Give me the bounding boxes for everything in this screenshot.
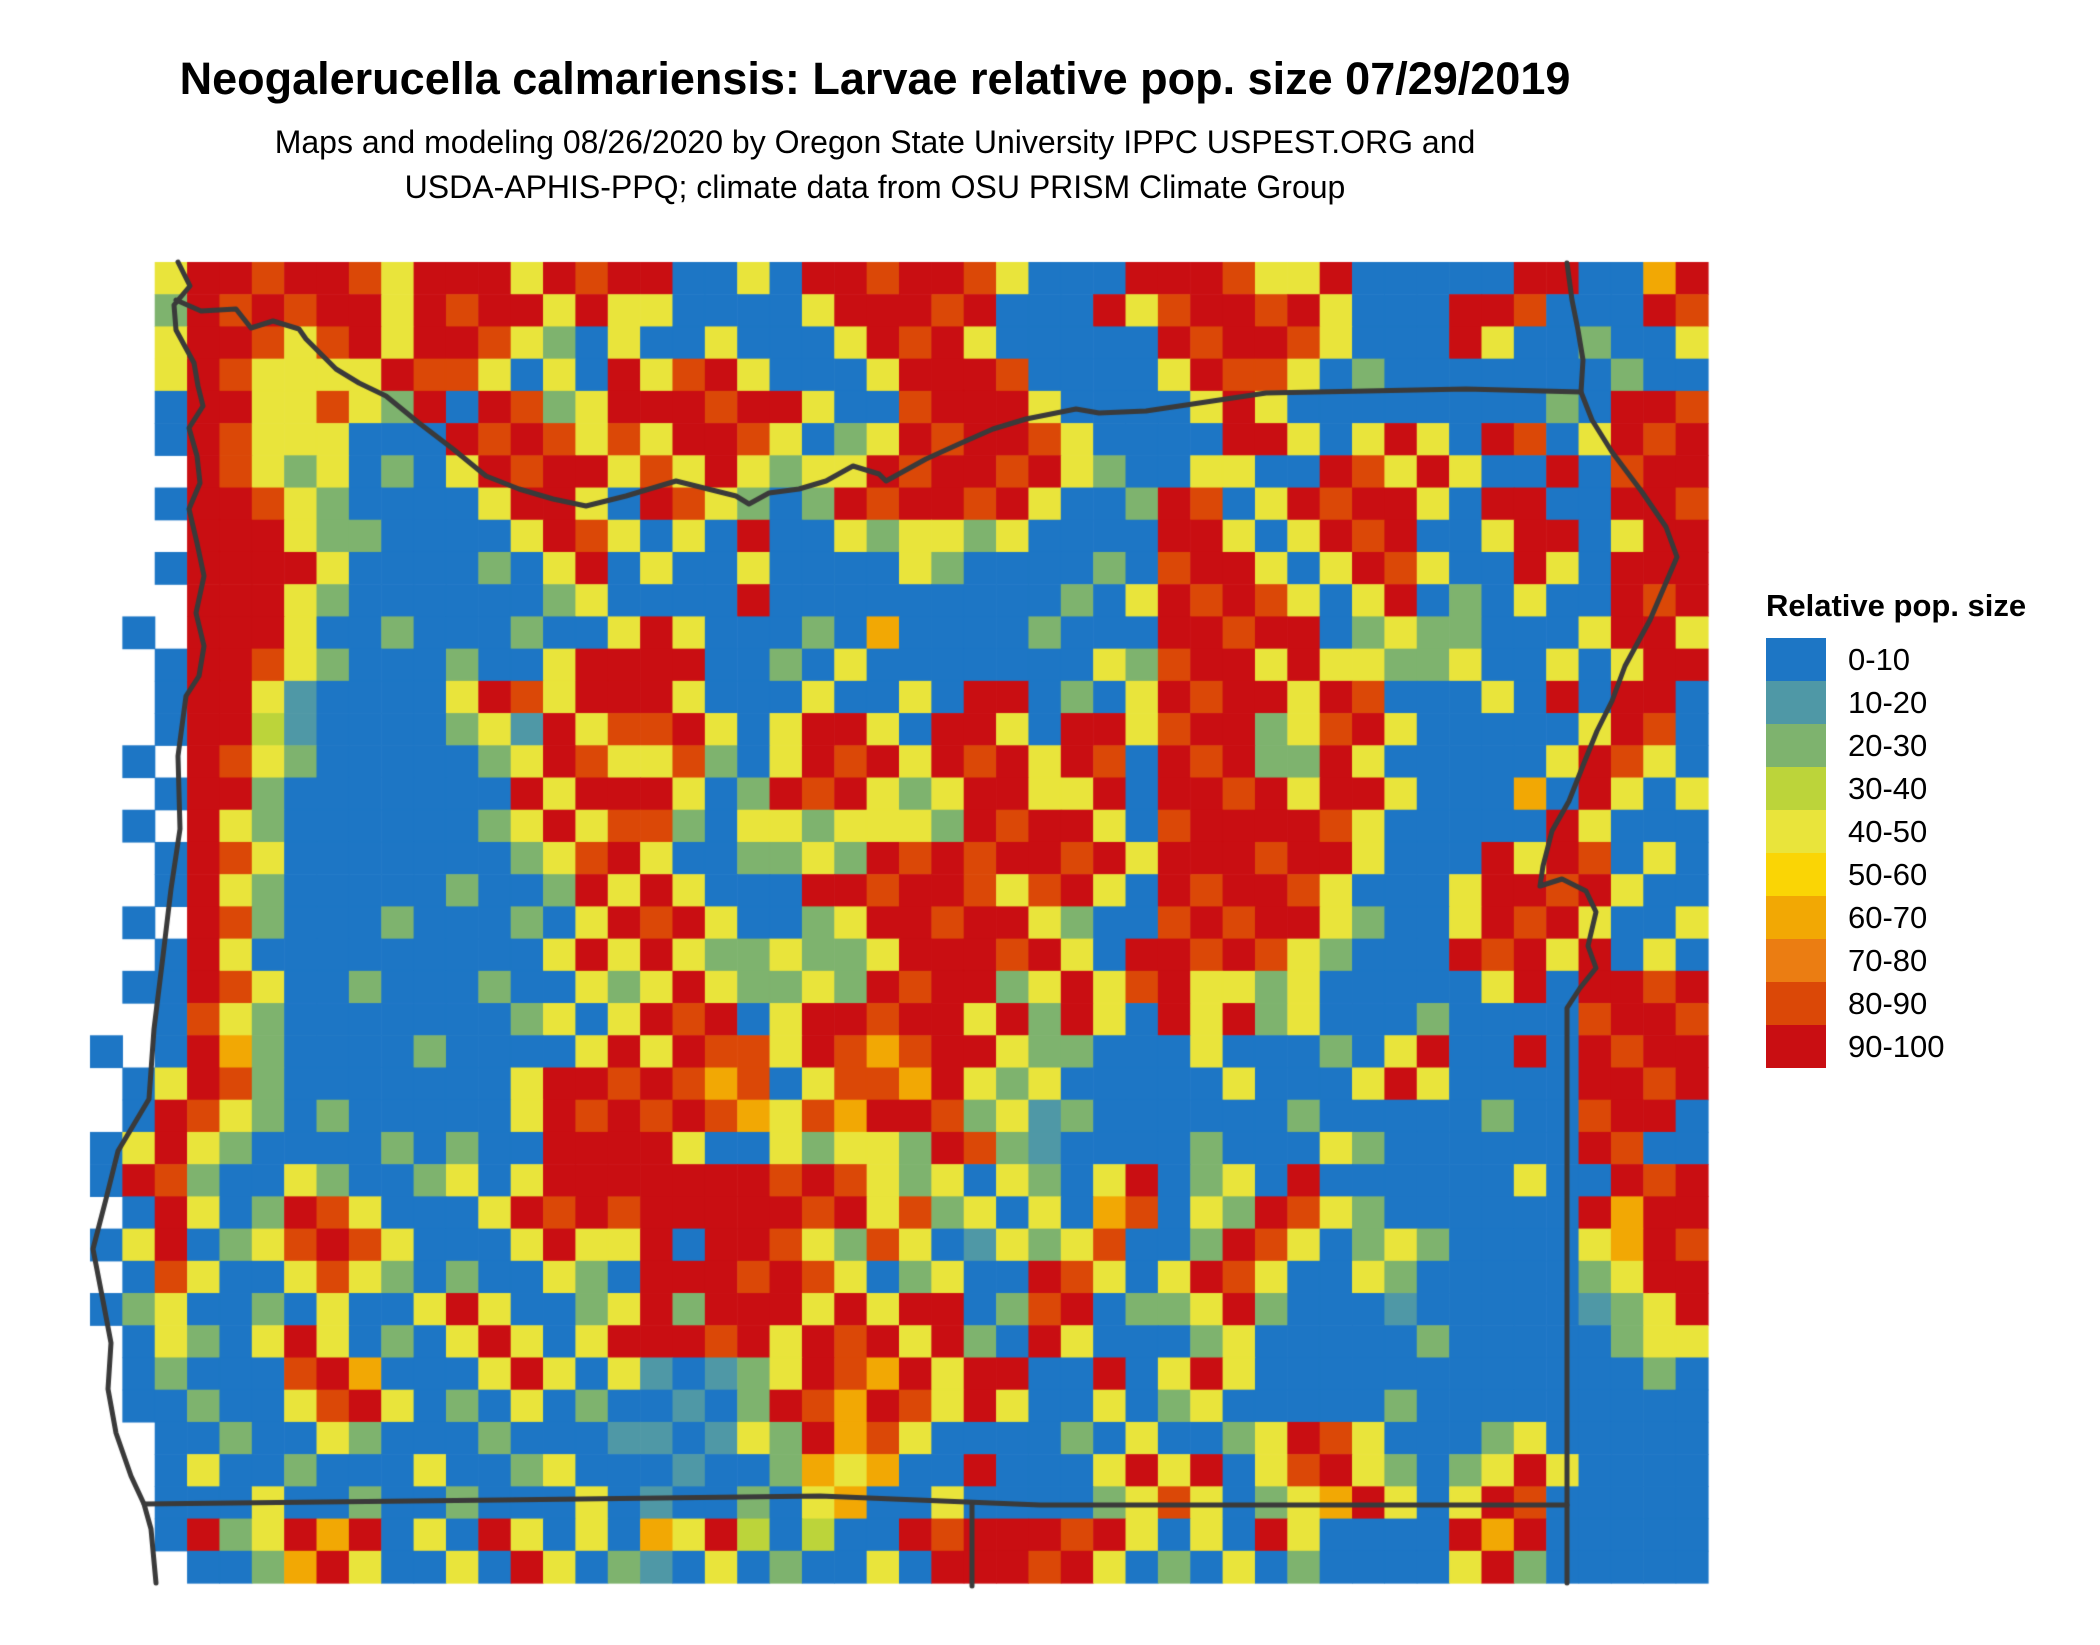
page-title: Neogalerucella calmariensis: Larvae rela… <box>179 53 1571 104</box>
legend-item: 50-60 <box>1766 853 2026 896</box>
legend-label: 50-60 <box>1848 856 1928 892</box>
legend-label: 20-30 <box>1848 727 1928 763</box>
legend-item: 10-20 <box>1766 681 2026 724</box>
legend-item: 20-30 <box>1766 724 2026 767</box>
legend-swatch-60-70 <box>1766 896 1826 939</box>
legend-item: 0-10 <box>1766 638 2026 681</box>
legend-swatch-20-30 <box>1766 724 1826 767</box>
legend-label: 0-10 <box>1848 641 1911 677</box>
legend-label: 60-70 <box>1848 899 1928 935</box>
legend: Relative pop. size 0-10 10-20 20-30 30-4… <box>1766 588 2026 1068</box>
legend-swatch-80-90 <box>1766 982 1826 1025</box>
legend-item: 40-50 <box>1766 810 2026 853</box>
legend-label: 70-80 <box>1848 942 1928 978</box>
legend-label: 90-100 <box>1848 1028 1945 1064</box>
legend-item: 70-80 <box>1766 939 2026 982</box>
subtitle-line-2: USDA-APHIS-PPQ; climate data from OSU PR… <box>404 169 1346 205</box>
legend-label: 80-90 <box>1848 985 1928 1021</box>
subtitle: Maps and modeling 08/26/2020 by Oregon S… <box>0 120 1750 210</box>
legend-item: 80-90 <box>1766 982 2026 1025</box>
legend-swatch-40-50 <box>1766 810 1826 853</box>
legend-swatch-10-20 <box>1766 681 1826 724</box>
legend-label: 30-40 <box>1848 770 1928 806</box>
legend-title: Relative pop. size <box>1766 588 2027 623</box>
legend-swatch-30-40 <box>1766 767 1826 810</box>
legend-swatch-90-100 <box>1766 1025 1826 1068</box>
legend-swatch-70-80 <box>1766 939 1826 982</box>
legend-item: 60-70 <box>1766 896 2026 939</box>
legend-item: 30-40 <box>1766 767 2026 810</box>
legend-label: 40-50 <box>1848 813 1928 849</box>
header: Neogalerucella calmariensis: Larvae rela… <box>0 52 1750 210</box>
legend-item: 90-100 <box>1766 1025 2026 1068</box>
legend-items: 0-10 10-20 20-30 30-40 40-50 50-60 <box>1766 638 2026 1068</box>
legend-swatch-0-10 <box>1766 638 1826 681</box>
subtitle-line-1: Maps and modeling 08/26/2020 by Oregon S… <box>274 124 1476 160</box>
legend-label: 10-20 <box>1848 684 1928 720</box>
legend-swatch-50-60 <box>1766 853 1826 896</box>
